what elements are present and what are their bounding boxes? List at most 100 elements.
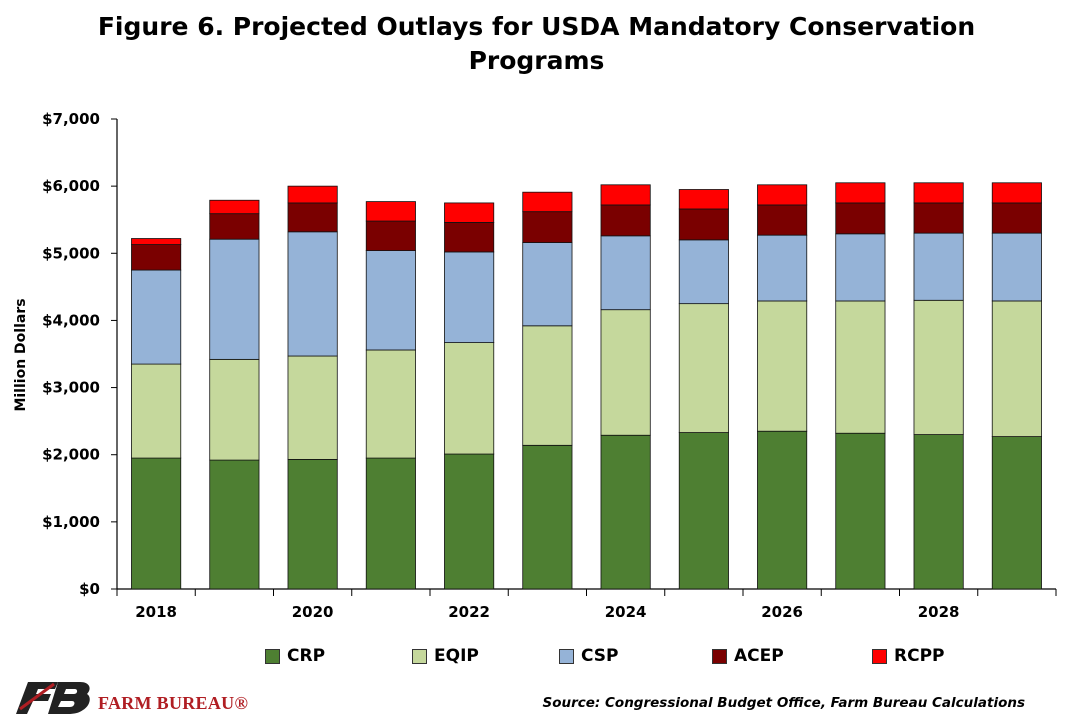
legend-label: EQIP [434, 646, 479, 666]
bar-acep-2026 [757, 204, 808, 236]
bar-acep-2021 [365, 220, 416, 252]
bar-csp-2018 [131, 269, 182, 365]
bar-rcpp-2020 [287, 185, 338, 204]
chart-title: Figure 6. Projected Outlays for USDA Man… [0, 10, 1073, 78]
chart-tick-labels: $0 $1,000 $2,000 $3,000 $4,000 $5,000 $6,000 $7… [42, 110, 959, 621]
legend-item-crp: CRP [265, 646, 325, 666]
x-tick-label: 2020 [292, 603, 334, 621]
bar-crp-2026 [757, 430, 808, 590]
legend-label: RCPP [894, 646, 945, 666]
bar-crp-2020 [287, 459, 338, 590]
legend-item-csp: CSP [559, 646, 619, 666]
bar-eqip-2023 [522, 325, 573, 446]
bar-eqip-2026 [757, 300, 808, 432]
bar-csp-2028 [913, 232, 964, 301]
x-tick-label: 2024 [605, 603, 647, 621]
x-tick-label: 2028 [918, 603, 960, 621]
bar-csp-2027 [835, 233, 886, 302]
legend-swatch [872, 648, 887, 664]
bar-crp-2022 [444, 453, 495, 590]
chart-legend: CRP EQIP CSP ACEP RCPP [0, 646, 1073, 672]
bar-rcpp-2021 [365, 201, 416, 222]
bar-csp-2029 [991, 232, 1042, 302]
legend-swatch [712, 648, 727, 664]
bar-eqip-2025 [678, 303, 729, 433]
bar-rcpp-2026 [757, 184, 808, 206]
bar-csp-2026 [757, 234, 808, 302]
bar-eqip-2024 [600, 309, 651, 436]
bar-rcpp-2027 [835, 182, 886, 204]
y-tick-label: $0 [79, 580, 100, 598]
bar-acep-2028 [913, 202, 964, 234]
legend-swatch [412, 648, 427, 664]
bar-crp-2028 [913, 434, 964, 590]
bar-rcpp-2019 [209, 199, 260, 215]
bar-rcpp-2023 [522, 191, 573, 213]
y-tick-label: $6,000 [42, 177, 100, 195]
bar-crp-2029 [991, 436, 1042, 590]
legend-item-acep: ACEP [712, 646, 784, 666]
y-tick-label: $5,000 [42, 244, 100, 262]
bar-rcpp-2024 [600, 184, 651, 206]
y-tick-label: $2,000 [42, 446, 100, 464]
y-tick-label: $4,000 [42, 311, 100, 329]
bar-eqip-2020 [287, 355, 338, 460]
legend-label: CRP [287, 646, 326, 666]
bar-eqip-2018 [131, 363, 182, 459]
bar-rcpp-2018 [131, 238, 182, 245]
legend-item-rcpp: RCPP [872, 646, 945, 666]
bar-csp-2024 [600, 235, 651, 311]
bar-eqip-2019 [209, 358, 260, 461]
bar-crp-2023 [522, 444, 573, 590]
bar-acep-2027 [835, 202, 886, 235]
legend-swatch [265, 648, 280, 664]
bar-acep-2023 [522, 211, 573, 243]
bar-eqip-2028 [913, 299, 964, 435]
farm-bureau-logo: FARM BUREAU® [14, 680, 248, 716]
bar-acep-2020 [287, 202, 338, 233]
bar-csp-2023 [522, 242, 573, 327]
bar-acep-2029 [991, 202, 1042, 234]
x-tick-label: 2026 [761, 603, 803, 621]
chart-bars [131, 182, 1042, 590]
bar-crp-2018 [131, 457, 182, 590]
bar-crp-2024 [600, 434, 651, 590]
y-tick-label: $7,000 [42, 110, 100, 128]
bar-rcpp-2029 [991, 182, 1042, 204]
bar-eqip-2022 [444, 342, 495, 455]
bar-acep-2024 [600, 204, 651, 237]
y-tick-label: $3,000 [42, 379, 100, 397]
bar-crp-2021 [365, 457, 416, 590]
farm-bureau-logo-icon [16, 682, 90, 714]
bar-acep-2022 [444, 221, 495, 253]
bar-csp-2021 [365, 250, 416, 351]
bar-rcpp-2028 [913, 182, 964, 204]
bar-crp-2027 [835, 432, 886, 590]
bar-acep-2025 [678, 208, 729, 241]
legend-swatch [559, 648, 574, 664]
bar-crp-2019 [209, 459, 260, 590]
bar-acep-2019 [209, 213, 260, 240]
bar-csp-2019 [209, 238, 260, 360]
bar-csp-2022 [444, 251, 495, 343]
x-tick-label: 2018 [135, 603, 177, 621]
bar-rcpp-2025 [678, 189, 729, 210]
legend-item-eqip: EQIP [412, 646, 479, 666]
farm-bureau-logo-text: FARM BUREAU® [98, 693, 249, 713]
bar-crp-2025 [678, 432, 729, 590]
bar-acep-2018 [131, 244, 182, 271]
source-note: Source: Congressional Budget Office, Far… [542, 695, 1025, 711]
bar-eqip-2021 [365, 349, 416, 459]
y-axis-label: Million Dollars [13, 298, 29, 411]
bar-rcpp-2022 [444, 202, 495, 223]
bar-csp-2020 [287, 231, 338, 357]
y-tick-label: $1,000 [42, 513, 100, 531]
bar-eqip-2027 [835, 300, 886, 434]
chart-axes [111, 118, 1057, 596]
chart-title-line-2: Programs [468, 46, 605, 75]
chart-canvas: $0 $1,000 $2,000 $3,000 $4,000 $5,000 $6,000 $7… [13, 110, 1057, 621]
chart-title-line-1: Figure 6. Projected Outlays for USDA Man… [97, 12, 976, 41]
legend-label: CSP [581, 646, 619, 666]
bar-eqip-2029 [991, 300, 1042, 437]
legend-label: ACEP [734, 646, 784, 666]
